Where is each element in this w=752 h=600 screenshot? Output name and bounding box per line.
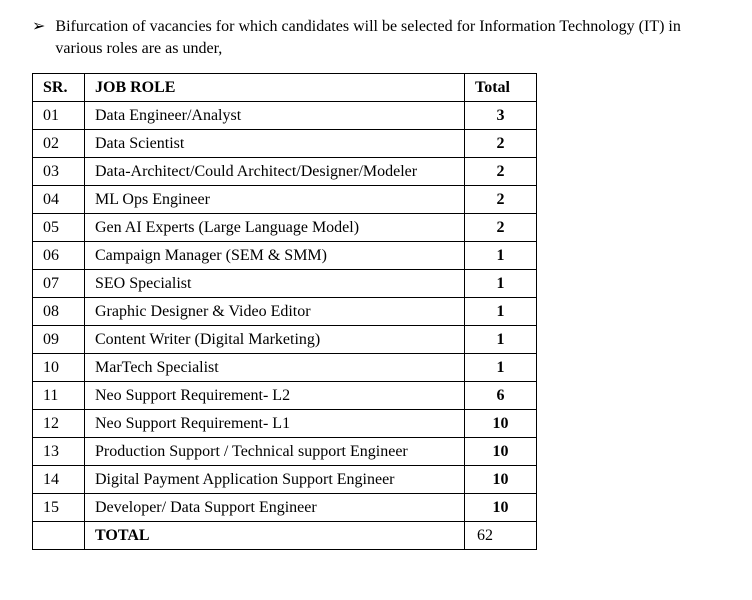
table-row: 03Data-Architect/Could Architect/Designe… [33,158,537,186]
cell-role: Gen AI Experts (Large Language Model) [85,214,465,242]
table-row: 08Graphic Designer & Video Editor1 [33,298,537,326]
table-row: 10MarTech Specialist1 [33,354,537,382]
cell-role: Campaign Manager (SEM & SMM) [85,242,465,270]
cell-sr: 13 [33,438,85,466]
table-row: 05Gen AI Experts (Large Language Model)2 [33,214,537,242]
cell-total: 6 [465,382,537,410]
cell-sr: 02 [33,130,85,158]
cell-role: Neo Support Requirement- L1 [85,410,465,438]
table-row: 11Neo Support Requirement- L26 [33,382,537,410]
cell-total: 1 [465,270,537,298]
cell-role: Data Engineer/Analyst [85,102,465,130]
cell-total: 2 [465,130,537,158]
cell-sr: 11 [33,382,85,410]
table-row: 06Campaign Manager (SEM & SMM)1 [33,242,537,270]
cell-sr: 09 [33,326,85,354]
cell-total: 10 [465,494,537,522]
vacancies-table: SR. JOB ROLE Total 01Data Engineer/Analy… [32,73,537,550]
cell-sr: 06 [33,242,85,270]
cell-role: Graphic Designer & Video Editor [85,298,465,326]
table-body: 01Data Engineer/Analyst302Data Scientist… [33,102,537,522]
cell-total: 3 [465,102,537,130]
cell-role: Data-Architect/Could Architect/Designer/… [85,158,465,186]
table-header-row: SR. JOB ROLE Total [33,74,537,102]
cell-sr: 04 [33,186,85,214]
cell-total: 10 [465,466,537,494]
footer-value: 62 [465,522,537,550]
intro-block: ➢ Bifurcation of vacancies for which can… [24,16,728,59]
cell-role: Production Support / Technical support E… [85,438,465,466]
cell-total: 1 [465,298,537,326]
cell-sr: 15 [33,494,85,522]
table-row: 14Digital Payment Application Support En… [33,466,537,494]
table-row: 07SEO Specialist1 [33,270,537,298]
cell-role: Developer/ Data Support Engineer [85,494,465,522]
cell-role: Digital Payment Application Support Engi… [85,466,465,494]
cell-role: SEO Specialist [85,270,465,298]
col-header-sr: SR. [33,74,85,102]
table-row: 09Content Writer (Digital Marketing)1 [33,326,537,354]
cell-sr: 07 [33,270,85,298]
cell-role: MarTech Specialist [85,354,465,382]
cell-sr: 14 [33,466,85,494]
cell-sr: 10 [33,354,85,382]
cell-role: Content Writer (Digital Marketing) [85,326,465,354]
cell-total: 2 [465,214,537,242]
cell-role: Data Scientist [85,130,465,158]
table-footer-row: TOTAL 62 [33,522,537,550]
cell-total: 2 [465,158,537,186]
cell-total: 1 [465,326,537,354]
cell-role: ML Ops Engineer [85,186,465,214]
table-row: 01Data Engineer/Analyst3 [33,102,537,130]
table-row: 15Developer/ Data Support Engineer10 [33,494,537,522]
intro-bullet: ➢ [32,16,55,36]
cell-total: 1 [465,354,537,382]
cell-total: 1 [465,242,537,270]
cell-total: 10 [465,438,537,466]
footer-blank [33,522,85,550]
table-row: 02Data Scientist2 [33,130,537,158]
table-row: 12Neo Support Requirement- L110 [33,410,537,438]
table-row: 13Production Support / Technical support… [33,438,537,466]
cell-sr: 03 [33,158,85,186]
cell-total: 2 [465,186,537,214]
cell-sr: 12 [33,410,85,438]
cell-sr: 01 [33,102,85,130]
col-header-total: Total [465,74,537,102]
cell-role: Neo Support Requirement- L2 [85,382,465,410]
cell-sr: 08 [33,298,85,326]
cell-sr: 05 [33,214,85,242]
intro-text: Bifurcation of vacancies for which candi… [55,16,728,59]
col-header-role: JOB ROLE [85,74,465,102]
footer-label: TOTAL [85,522,465,550]
table-row: 04ML Ops Engineer2 [33,186,537,214]
cell-total: 10 [465,410,537,438]
